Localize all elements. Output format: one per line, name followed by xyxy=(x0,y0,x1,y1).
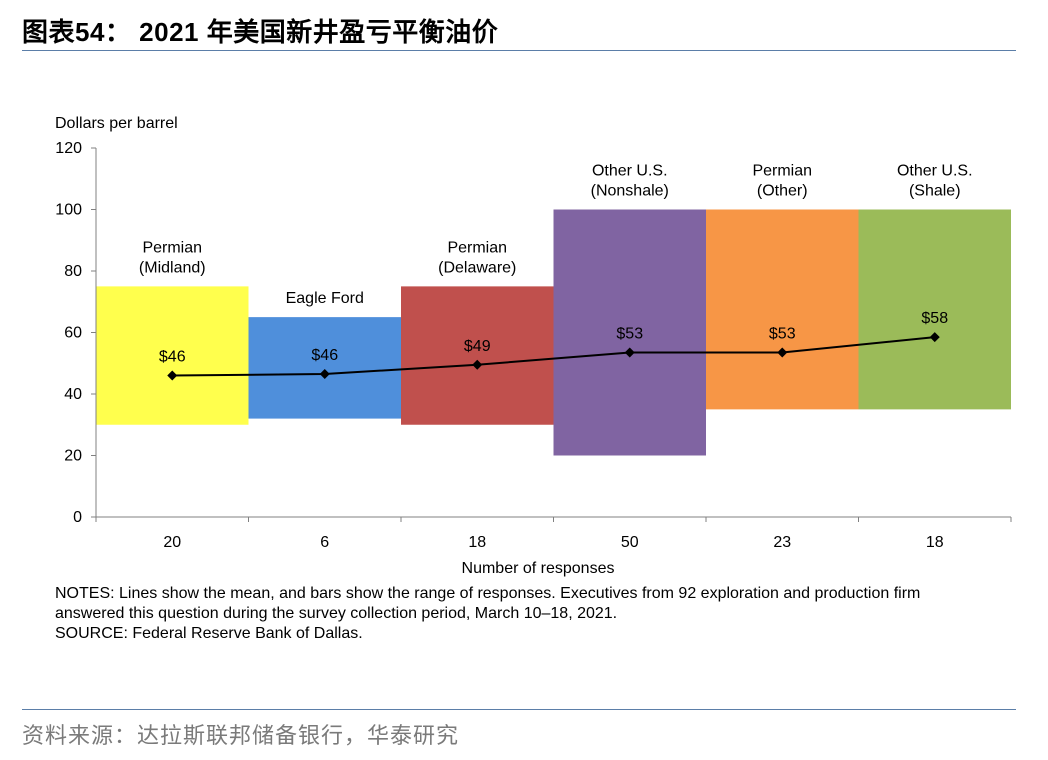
figure-title: 图表54： 2021 年美国新井盈亏平衡油价 xyxy=(22,17,499,47)
y-axis-label: Dollars per barrel xyxy=(55,115,178,132)
title-divider xyxy=(22,50,1016,51)
y-tick-label: 0 xyxy=(73,509,82,526)
y-tick-label: 80 xyxy=(64,263,82,280)
x-tick-label: 6 xyxy=(320,534,329,551)
range-bar xyxy=(553,209,706,456)
range-bar xyxy=(401,286,554,425)
category-label: Other U.S. (Nonshale) xyxy=(591,163,669,200)
notes-line-1: NOTES: Lines show the mean, and bars sho… xyxy=(55,585,921,602)
mean-marker xyxy=(167,370,178,381)
y-tick-label: 40 xyxy=(64,386,82,403)
category-label: Other U.S. (Shale) xyxy=(897,163,973,200)
x-tick-label: 18 xyxy=(926,534,944,551)
chart-notes: NOTES: Lines show the mean, and bars sho… xyxy=(55,584,1025,644)
y-tick-label: 60 xyxy=(64,325,82,342)
category-label: Eagle Ford xyxy=(286,290,364,307)
mean-marker xyxy=(624,347,635,358)
category-label: Permian (Delaware) xyxy=(438,239,516,276)
x-axis-label: Number of responses xyxy=(462,560,615,577)
break-even-chart: Dollars per barrel 0 20 40 60 80 100 120 20 6 18 5… xyxy=(55,115,1012,577)
mean-value-label: $53 xyxy=(616,325,643,342)
mean-value-label: $58 xyxy=(921,310,948,327)
y-tick-label: 100 xyxy=(55,202,82,219)
range-bar xyxy=(858,209,1011,410)
range-bar xyxy=(706,209,859,410)
range-bar xyxy=(96,286,249,425)
mean-marker xyxy=(777,347,788,358)
category-label: Permian (Midland) xyxy=(139,239,206,276)
mean-value-label: $46 xyxy=(159,349,186,366)
x-tick-label: 18 xyxy=(468,534,486,551)
y-tick-label: 120 xyxy=(55,140,82,157)
notes-line-2: answered this question during the survey… xyxy=(55,605,618,622)
y-tick-label: 20 xyxy=(64,448,82,465)
footer-source: 资料来源：达拉斯联邦储备银行，华泰研究 xyxy=(22,724,460,749)
x-tick-label: 50 xyxy=(621,534,639,551)
notes-source-line: SOURCE: Federal Reserve Bank of Dallas. xyxy=(55,625,363,642)
mean-value-label: $46 xyxy=(311,347,338,364)
category-label: Permian (Other) xyxy=(752,163,812,200)
range-bar xyxy=(248,317,401,419)
mean-value-label: $53 xyxy=(769,325,796,342)
mean-marker xyxy=(929,332,940,343)
mean-marker xyxy=(472,359,483,370)
x-tick-label: 23 xyxy=(773,534,791,551)
mean-line xyxy=(172,336,935,377)
mean-marker xyxy=(319,369,330,380)
mean-value-label: $49 xyxy=(464,338,491,355)
x-tick-label: 20 xyxy=(163,534,181,551)
footer-divider xyxy=(22,709,1016,710)
